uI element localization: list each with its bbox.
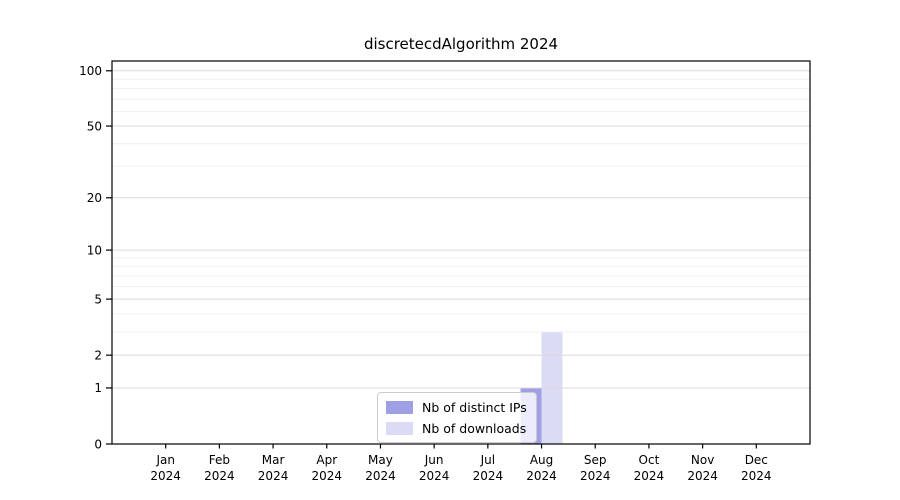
y-tick-label: 5 (94, 292, 102, 306)
legend-swatch-distinct-ips (386, 400, 413, 414)
x-tick-label-month: Mar (262, 453, 285, 467)
x-tick-label-month: Aug (530, 453, 553, 467)
x-tick-label-year: 2024 (311, 469, 342, 483)
plot-border (111, 60, 811, 445)
x-tick-label-year: 2024 (258, 469, 289, 483)
x-tick-label-year: 2024 (580, 469, 611, 483)
x-tick-label-year: 2024 (741, 469, 772, 483)
x-tick-label-year: 2024 (204, 469, 235, 483)
x-tick-label-month: Jan (155, 453, 175, 467)
y-tick-label: 50 (87, 119, 102, 133)
x-tick-label-year: 2024 (473, 469, 504, 483)
x-tick-label-month: Oct (639, 453, 660, 467)
x-tick-label-month: Feb (209, 453, 230, 467)
x-tick-label-year: 2024 (526, 469, 557, 483)
x-tick-label-year: 2024 (419, 469, 450, 483)
x-tick-label-month: May (368, 453, 393, 467)
legend-label-distinct-ips: Nb of distinct IPs (422, 399, 527, 415)
x-tick-label-month: Nov (691, 453, 714, 467)
y-tick-label: 100 (79, 64, 102, 78)
y-tick-label: 10 (87, 243, 102, 257)
y-tick-label: 0 (94, 437, 102, 451)
x-tick-label-month: Sep (584, 453, 607, 467)
x-tick-label-year: 2024 (365, 469, 396, 483)
y-tick-label: 20 (87, 191, 102, 205)
x-tick-label-month: Jul (480, 453, 495, 467)
legend-item-downloads: Nb of downloads (386, 419, 527, 437)
x-tick-label-year: 2024 (687, 469, 718, 483)
y-tick-label: 1 (94, 381, 102, 395)
legend-item-distinct-ips: Nb of distinct IPs (386, 398, 527, 416)
x-tick-label-month: Apr (316, 453, 337, 467)
legend: Nb of distinct IPs Nb of downloads (377, 392, 537, 443)
x-tick-label-month: Jun (424, 453, 444, 467)
y-tick-label: 2 (94, 348, 102, 362)
chart-title: discretecdAlgorithm 2024 (363, 35, 559, 53)
legend-swatch-downloads (386, 421, 413, 435)
x-tick-label-year: 2024 (634, 469, 665, 483)
x-tick-label-month: Dec (745, 453, 768, 467)
legend-label-downloads: Nb of downloads (422, 420, 527, 436)
x-tick-label-year: 2024 (150, 469, 181, 483)
